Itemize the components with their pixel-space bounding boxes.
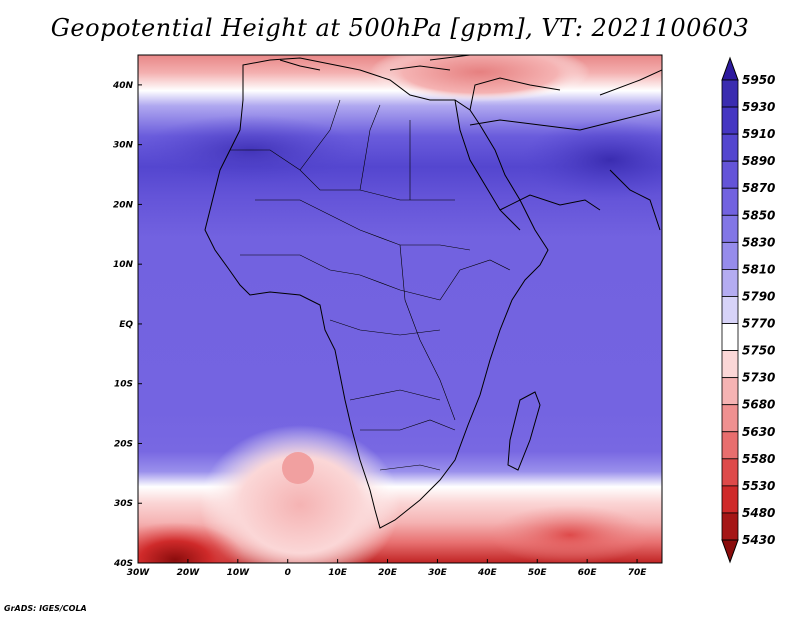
colorbar-swatch: [721, 160, 739, 189]
colorbar-level-label: 5930: [742, 100, 775, 114]
colorbar-swatch: [721, 296, 739, 324]
lon-tick-label: 70E: [628, 568, 648, 578]
colorbar-swatch: [721, 241, 739, 270]
height-field: [138, 55, 662, 563]
lon-tick-label: 0: [285, 568, 291, 578]
colorbar-swatch: [721, 404, 739, 433]
lat-tick-label: 20S: [114, 439, 133, 449]
country-borders: [230, 99, 511, 471]
colorbar-level-label: 5580: [742, 452, 775, 466]
lon-tick-label: 40E: [477, 568, 498, 578]
colorbar-swatch: [721, 458, 739, 487]
lat-tick-label: 30N: [113, 141, 134, 151]
colorbar: 5950 5930 5910 5890 5870 5850 5830 5810 5790 5770…: [721, 56, 775, 564]
lon-tick-label: 20W: [177, 568, 201, 578]
colorbar-level-label: 5850: [742, 208, 775, 222]
colorbar-swatch: [721, 269, 739, 297]
colorbar-level-label: 5810: [742, 262, 775, 276]
colorbar-level-label: 5730: [742, 371, 775, 385]
lon-tick-label: 10W: [227, 568, 251, 578]
colorbar-level-label: 5870: [742, 181, 775, 195]
credit-label: GrADS: IGES/COLA: [4, 604, 87, 613]
lon-tick-label: 10E: [328, 568, 348, 578]
lat-tick-label: 20N: [113, 200, 134, 210]
colorbar-level-label: 5790: [742, 289, 775, 303]
lon-tick-label: 20E: [378, 568, 398, 578]
map-frame: [137, 54, 663, 564]
colorbar-level-label: 5770: [742, 317, 775, 331]
colorbar-swatch: [721, 350, 739, 379]
colorbar-swatch: [721, 431, 739, 460]
colorbar-level-label: 5910: [742, 127, 775, 141]
lat-tick-label: EQ: [119, 320, 133, 330]
latitude-axis: 40N 30N 20N 10N EQ 10S 20S 30S 40S: [112, 81, 142, 569]
colorbar-level-label: 5630: [742, 425, 775, 439]
lon-tick-label: 30E: [428, 568, 448, 578]
colorbar-swatch: [721, 377, 739, 406]
colorbar-top-arrow: [721, 56, 739, 81]
colorbar-level-label: 5890: [742, 154, 775, 168]
colorbar-swatch: [721, 133, 739, 162]
lat-tick-label: 40N: [112, 81, 134, 91]
lon-tick-label: 30W: [127, 568, 151, 578]
colorbar-swatch: [721, 512, 739, 541]
colorbar-level-label: 5480: [742, 506, 775, 520]
colorbar-level-label: 5430: [742, 533, 775, 547]
colorbar-bottom-arrow: [721, 539, 739, 564]
longitude-axis: 30W 20W 10W 0 10E 20E 30E 40E 50E 60E 70E: [127, 559, 647, 578]
lat-tick-label: 10N: [113, 260, 134, 270]
colorbar-level-label: 5530: [742, 479, 775, 493]
colorbar-level-label: 5680: [742, 398, 775, 412]
lat-tick-label: 30S: [114, 499, 133, 509]
colorbar-swatch: [721, 79, 739, 108]
lon-tick-label: 60E: [578, 568, 598, 578]
colorbar-swatch: [721, 187, 739, 216]
colorbar-swatch: [721, 106, 739, 135]
lat-tick-label: 40S: [113, 559, 133, 569]
colorbar-level-label: 5950: [742, 73, 775, 87]
map-title: Geopotential Height at 500hPa [gpm], VT:…: [50, 14, 750, 42]
coastlines: [204, 55, 662, 529]
colorbar-swatch: [721, 485, 739, 514]
colorbar-level-label: 5750: [742, 344, 775, 358]
colorbar-swatch: [721, 323, 739, 351]
colorbar-swatch: [721, 214, 739, 243]
colorbar-level-label: 5830: [742, 235, 775, 249]
lat-tick-label: 10S: [114, 380, 133, 390]
lon-tick-label: 50E: [528, 568, 548, 578]
